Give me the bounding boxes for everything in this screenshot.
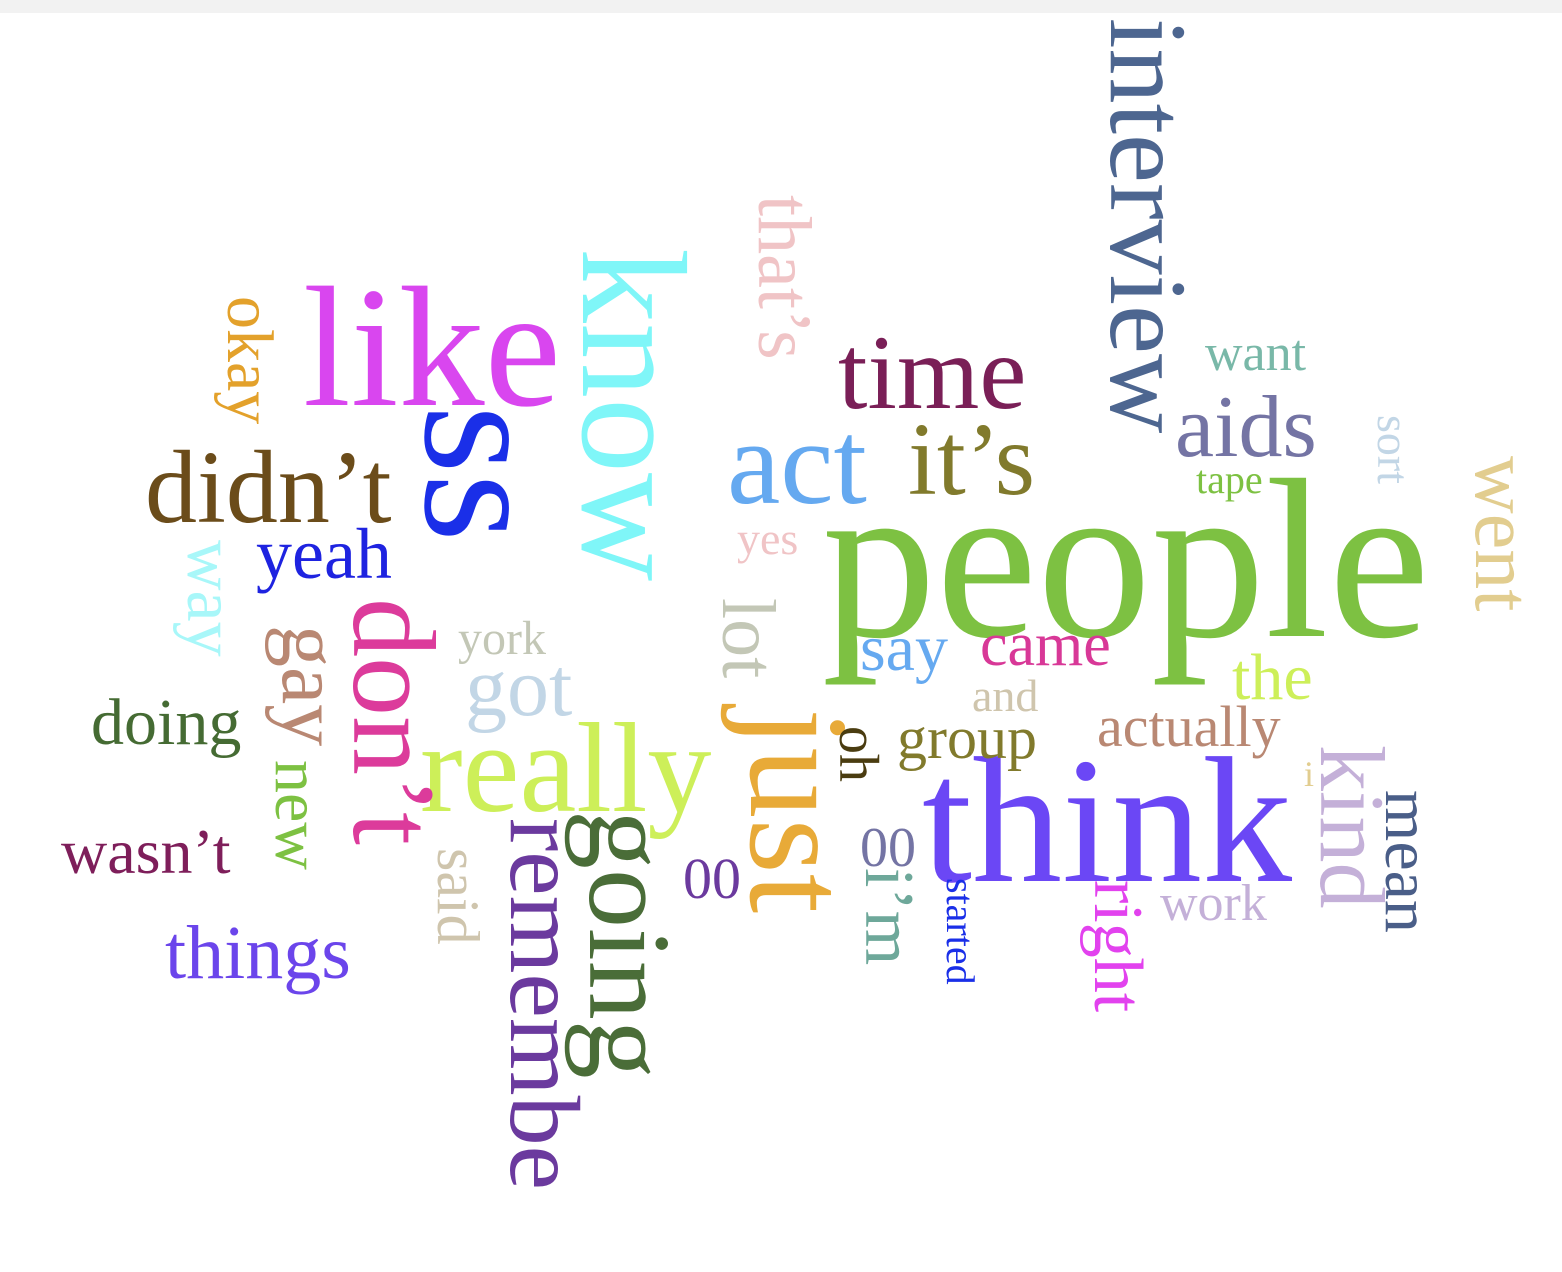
word-york: york <box>458 612 546 665</box>
word-way: way <box>172 540 249 657</box>
word-work: work <box>1160 875 1267 932</box>
word-thats: that’s <box>742 195 826 360</box>
word-actually: actually <box>1097 694 1281 759</box>
word-gay: gay <box>264 625 357 747</box>
word-got: got <box>465 641 573 734</box>
word-wasnt: wasn’t <box>61 816 231 887</box>
word-said: said <box>425 848 491 945</box>
word-its: it’s <box>908 402 1036 517</box>
word-group: group <box>897 705 1037 771</box>
word-the: the <box>1232 641 1313 714</box>
word-tape: tape <box>1196 457 1263 502</box>
word-and: and <box>972 670 1039 721</box>
word-time: time <box>838 314 1027 431</box>
word-i: i <box>1304 754 1315 794</box>
word-ss: ss <box>387 405 582 542</box>
word-really: really <box>420 697 712 839</box>
word-right: right <box>1079 880 1156 1013</box>
word-started: started <box>938 878 983 985</box>
word-interview: interview <box>1087 18 1209 434</box>
word-remembe: remembe <box>489 818 600 1191</box>
word-sort: sort <box>1368 415 1419 484</box>
word-say: say <box>860 612 948 685</box>
word-mean: mean <box>1371 790 1444 933</box>
word-went: went <box>1458 456 1546 612</box>
word-things: things <box>165 911 351 995</box>
word-aids: aids <box>1175 379 1317 476</box>
word-okay: okay <box>213 296 286 425</box>
word-like: like <box>303 253 561 443</box>
top-bar <box>0 0 1562 13</box>
word-lot: lot <box>706 598 790 679</box>
word-oh: oh <box>827 726 889 782</box>
word-im: i’m <box>850 868 927 966</box>
word-00-right: 00 <box>860 817 916 879</box>
word-want: want <box>1205 325 1307 382</box>
word-yes: yes <box>737 513 799 564</box>
word-doing: doing <box>91 686 242 759</box>
word-yeah: yeah <box>256 514 392 594</box>
word-act: act <box>727 396 867 529</box>
word-didnt: didn’t <box>145 430 392 545</box>
word-new: new <box>261 760 334 870</box>
word-think: think <box>922 721 1293 920</box>
word-came: came <box>980 611 1111 679</box>
word-00-left: 00 <box>683 846 741 911</box>
word-people: people <box>822 434 1430 686</box>
